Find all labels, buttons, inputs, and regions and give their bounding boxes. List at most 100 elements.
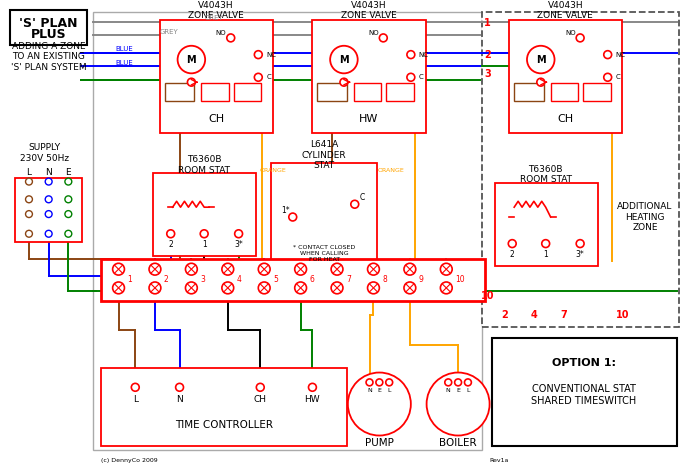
Circle shape [235, 230, 243, 238]
Text: 4: 4 [237, 275, 241, 284]
Bar [165, 83, 195, 101]
Circle shape [330, 46, 357, 73]
Circle shape [351, 200, 359, 208]
Circle shape [255, 51, 262, 58]
Bar [93, 12, 482, 450]
Text: PLUS: PLUS [31, 29, 66, 42]
Text: (c) DennyCo 2009: (c) DennyCo 2009 [101, 458, 157, 463]
Circle shape [295, 282, 306, 294]
Circle shape [386, 379, 393, 386]
Circle shape [112, 263, 124, 275]
Circle shape [65, 230, 72, 237]
Text: 3: 3 [484, 69, 491, 79]
Text: NO: NO [215, 30, 226, 36]
Circle shape [604, 73, 611, 81]
Bar [317, 83, 347, 101]
Bar [482, 12, 678, 327]
Text: ORANGE: ORANGE [378, 168, 404, 173]
Text: ORANGE: ORANGE [259, 168, 286, 173]
Circle shape [176, 383, 184, 391]
Circle shape [380, 34, 387, 42]
Text: CH: CH [558, 114, 573, 124]
Text: 10: 10 [615, 310, 629, 321]
Bar [271, 163, 377, 276]
Circle shape [407, 73, 415, 81]
Circle shape [258, 282, 270, 294]
Text: 3: 3 [200, 275, 205, 284]
Text: 7: 7 [346, 275, 351, 284]
Circle shape [308, 383, 316, 391]
Circle shape [149, 263, 161, 275]
Circle shape [65, 178, 72, 185]
Bar [10, 10, 87, 45]
Text: BLUE: BLUE [116, 46, 133, 52]
Bar [495, 183, 598, 266]
Text: C: C [615, 74, 620, 80]
Text: HW: HW [359, 114, 378, 124]
Bar [234, 83, 262, 101]
Text: NO: NO [565, 30, 575, 36]
Bar [101, 367, 347, 446]
Circle shape [368, 263, 380, 275]
Circle shape [222, 263, 234, 275]
Circle shape [445, 379, 452, 386]
Bar [551, 83, 578, 101]
Circle shape [188, 78, 195, 86]
Text: E: E [66, 168, 71, 177]
Text: * CONTACT CLOSED
WHEN CALLING
FOR HEAT: * CONTACT CLOSED WHEN CALLING FOR HEAT [293, 245, 355, 262]
Text: N: N [446, 388, 451, 393]
Circle shape [576, 240, 584, 248]
Text: GREY: GREY [204, 15, 223, 21]
Text: CONVENTIONAL STAT
SHARED TIMESWITCH: CONVENTIONAL STAT SHARED TIMESWITCH [531, 384, 637, 406]
Circle shape [295, 263, 306, 275]
Text: M: M [536, 55, 546, 65]
Text: L: L [388, 388, 391, 393]
Text: GREY: GREY [160, 29, 179, 35]
Text: 7: 7 [560, 310, 566, 321]
Text: 10: 10 [455, 275, 465, 284]
Text: PUMP: PUMP [365, 439, 394, 448]
Circle shape [331, 282, 343, 294]
Bar [583, 83, 611, 101]
Bar [354, 83, 382, 101]
Text: ADDITIONAL
HEATING
ZONE: ADDITIONAL HEATING ZONE [618, 202, 673, 232]
Text: 5: 5 [273, 275, 278, 284]
Circle shape [46, 178, 52, 185]
Bar [160, 20, 273, 133]
Text: 6: 6 [310, 275, 315, 284]
Bar [313, 20, 426, 133]
Text: E: E [377, 388, 382, 393]
Circle shape [46, 196, 52, 203]
Circle shape [455, 379, 462, 386]
Text: L: L [26, 168, 32, 177]
Bar [514, 83, 544, 101]
Circle shape [65, 196, 72, 203]
Text: M: M [186, 55, 196, 65]
Text: NC: NC [419, 51, 428, 58]
Text: CH: CH [208, 114, 224, 124]
Text: L641A
CYLINDER
STAT: L641A CYLINDER STAT [302, 140, 346, 170]
Circle shape [46, 230, 52, 237]
Bar [509, 20, 622, 133]
Text: 9: 9 [419, 275, 424, 284]
Text: BLUE: BLUE [116, 59, 133, 66]
Circle shape [26, 211, 32, 218]
Circle shape [149, 282, 161, 294]
Circle shape [576, 34, 584, 42]
Circle shape [404, 282, 416, 294]
Bar [386, 83, 414, 101]
Circle shape [65, 211, 72, 218]
Text: OPTION 1:: OPTION 1: [552, 358, 616, 368]
Circle shape [348, 373, 411, 436]
Text: M: M [339, 55, 348, 65]
Text: 1: 1 [201, 240, 206, 249]
Circle shape [256, 383, 264, 391]
Text: 3*: 3* [575, 250, 584, 259]
Circle shape [255, 73, 262, 81]
Circle shape [340, 78, 348, 86]
Circle shape [440, 282, 452, 294]
Bar [153, 173, 256, 256]
Bar [201, 83, 229, 101]
Text: Rev1a: Rev1a [490, 458, 509, 463]
Circle shape [258, 263, 270, 275]
